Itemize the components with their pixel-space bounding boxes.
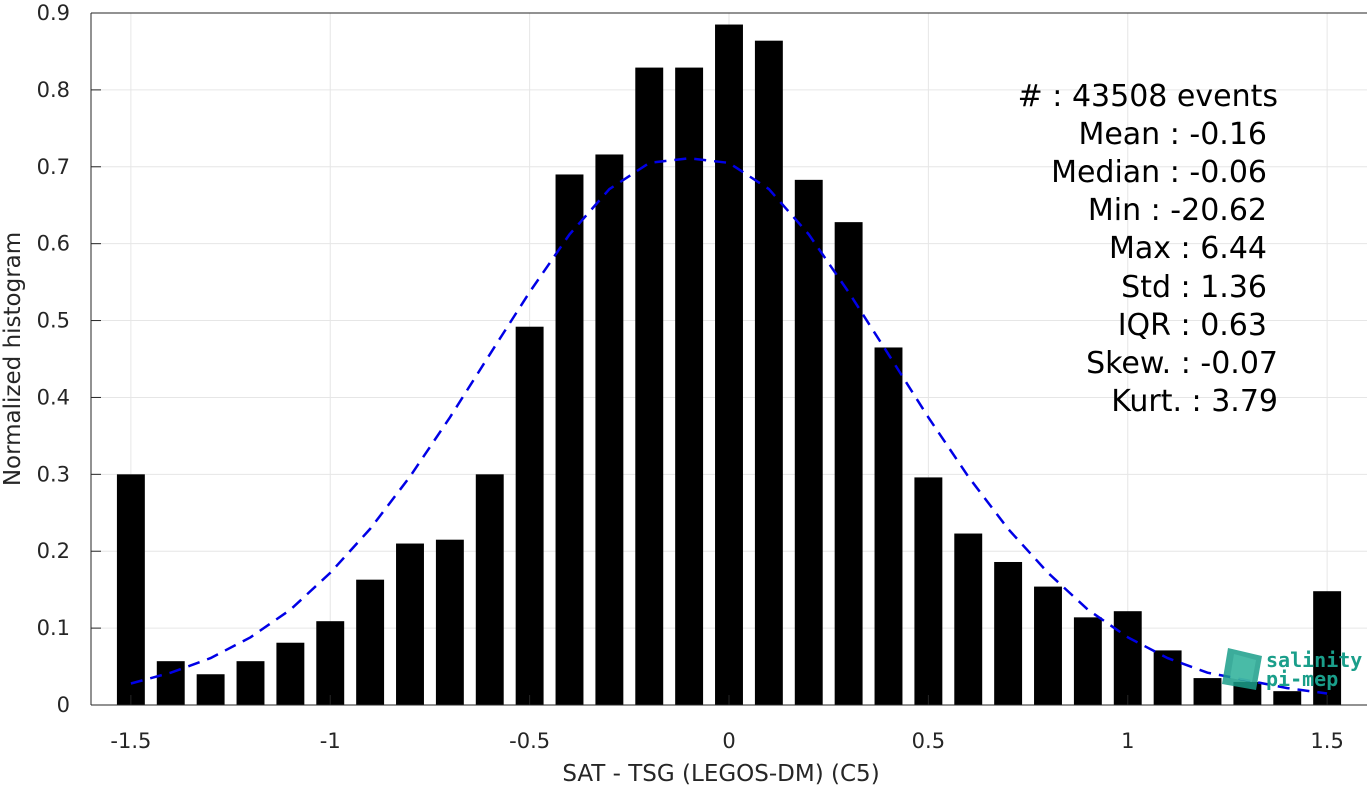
histogram-bar	[1273, 691, 1302, 705]
histogram-bar	[715, 24, 743, 706]
y-tick-label: 0.6	[37, 232, 70, 256]
y-tick-label: 0.8	[37, 78, 70, 102]
histogram-bar	[1153, 650, 1182, 705]
histogram-bar	[754, 40, 783, 706]
histogram-bars	[116, 24, 1342, 706]
x-tick-label: 1	[1121, 729, 1134, 753]
histogram-bar	[914, 477, 943, 705]
histogram-bar	[276, 642, 305, 705]
stat-kurt: Kurt. : 3.79	[1111, 384, 1278, 419]
histogram-bar	[954, 533, 983, 705]
histogram-bar	[236, 661, 265, 705]
logo-line-1: salinity	[1266, 648, 1362, 672]
y-tick-label: 0.4	[37, 385, 70, 409]
histogram-bar	[834, 222, 863, 706]
stat-median: Median : -0.06	[1051, 155, 1267, 190]
histogram-bar	[1193, 678, 1222, 705]
histogram-bar	[595, 154, 624, 705]
histogram-bar	[1034, 586, 1062, 705]
stat-std: Std : 1.36	[1121, 270, 1267, 305]
histogram-bar	[435, 539, 464, 705]
histogram-bar	[1313, 591, 1342, 705]
y-tick-label: 0.9	[37, 1, 70, 25]
salinity-pimep-logo: salinity pi-mep	[1222, 648, 1362, 691]
x-tick-label: -1.5	[110, 729, 151, 753]
y-tick-label: 0	[57, 693, 70, 717]
x-tick-label: 0.5	[912, 729, 945, 753]
logo-line-2: pi-mep	[1266, 667, 1338, 691]
histogram-bar	[515, 326, 544, 705]
histogram-bar	[316, 621, 345, 705]
statistics-annotation: # : 43508 events Mean : -0.16 Median : -…	[1018, 79, 1278, 419]
histogram-bar	[874, 347, 903, 705]
stat-count: # : 43508 events	[1018, 79, 1278, 114]
histogram-bar	[994, 561, 1023, 705]
x-tick-label: 0	[722, 729, 735, 753]
histogram-bar	[196, 674, 225, 705]
stat-iqr: IQR : 0.63	[1118, 308, 1267, 343]
stat-mean: Mean : -0.16	[1078, 117, 1267, 152]
histogram-bar	[1113, 611, 1142, 705]
histogram-bar	[635, 67, 664, 705]
x-tick-label: -1	[320, 729, 341, 753]
histogram-bar	[156, 661, 185, 705]
logo-emblem-fold-icon	[1230, 654, 1256, 682]
histogram-bar	[794, 179, 823, 706]
stat-max: Max : 6.44	[1109, 231, 1267, 266]
y-tick-label: 0.2	[37, 539, 70, 563]
stat-skew: Skew. : -0.07	[1086, 346, 1278, 381]
histogram-bar	[475, 474, 504, 705]
y-tick-label: 0.3	[37, 462, 70, 486]
histogram-bar	[555, 174, 584, 705]
y-tick-label: 0.1	[37, 616, 70, 640]
histogram-bar	[116, 474, 145, 705]
histogram-bar	[356, 579, 385, 705]
histogram-bar	[1073, 617, 1102, 705]
histogram-bar	[396, 543, 424, 705]
stat-min: Min : -20.62	[1088, 193, 1267, 228]
y-axis-title: Normalized histogram	[0, 232, 26, 486]
y-tick-label: 0.7	[37, 155, 70, 179]
x-axis-ticks: -1.5 -1 -0.5 0 0.5 1 1.5	[110, 695, 1344, 753]
y-tick-label: 0.5	[37, 309, 70, 333]
x-axis-title: SAT - TSG (LEGOS-DM) (C5)	[562, 761, 879, 785]
normal-fit-curve	[130, 157, 1328, 695]
histogram-bar	[675, 67, 704, 705]
y-axis-ticks: 0 0.1 0.2 0.3 0.4 0.5 0.6 0.7 0.8 0.9	[37, 1, 101, 717]
x-tick-label: -0.5	[509, 729, 550, 753]
x-tick-label: 1.5	[1310, 729, 1343, 753]
